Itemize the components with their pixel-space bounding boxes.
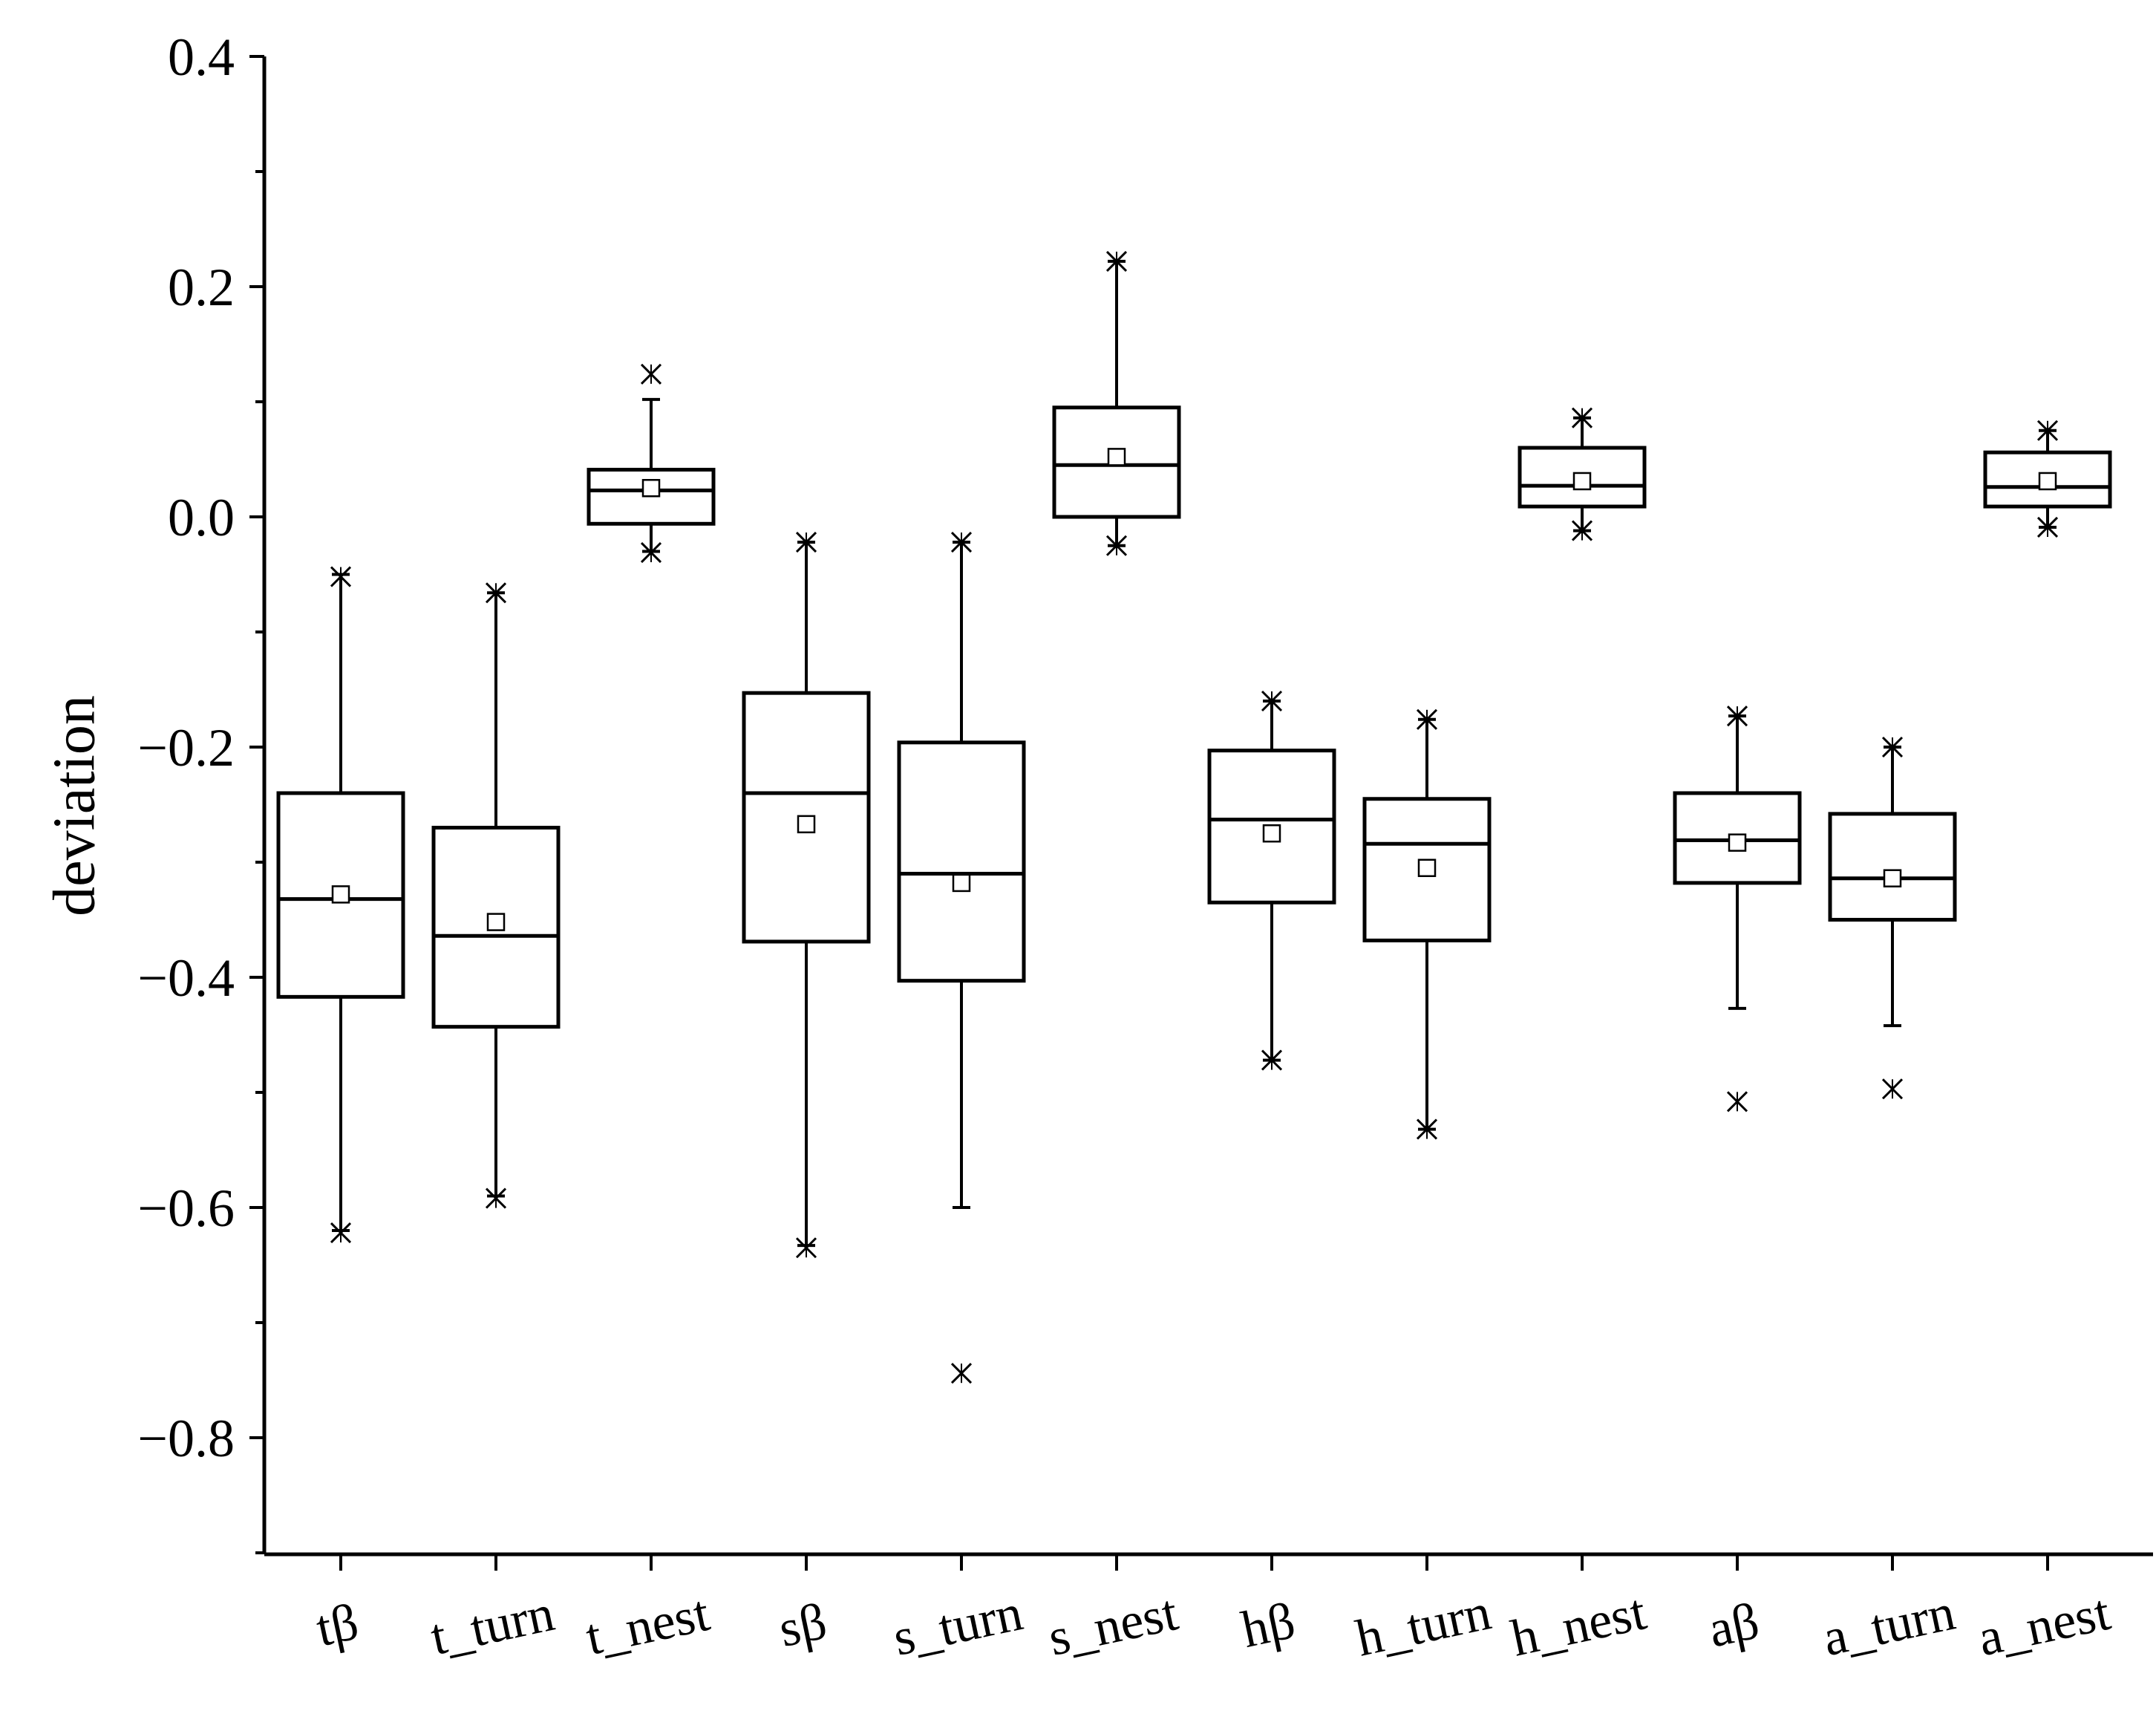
mean-marker — [1883, 869, 1902, 887]
x-tick-label: t_nest — [581, 1585, 715, 1666]
outlier-marker — [1571, 520, 1593, 541]
iqr-box — [276, 791, 405, 999]
iqr-box — [1673, 791, 1802, 885]
outlier-marker — [1261, 1049, 1283, 1071]
mean-marker — [2038, 472, 2057, 491]
box-7 — [1207, 690, 1336, 1071]
y-tick-label: −0.4 — [137, 948, 235, 1008]
x-tick-label: a_turn — [1818, 1584, 1960, 1667]
outlier-marker — [1416, 1118, 1438, 1140]
outlier-marker — [485, 582, 507, 604]
box-8 — [1362, 708, 1492, 1140]
iqr-box — [1518, 446, 1647, 509]
mean-marker — [1417, 858, 1437, 877]
x-tick-label: a_nest — [1973, 1584, 2115, 1668]
y-axis-label: deviation — [42, 695, 107, 916]
y-tick-label: −0.2 — [137, 718, 235, 778]
iqr-box — [1983, 450, 2112, 509]
x-tick-label: s_nest — [1044, 1584, 1183, 1667]
outlier-marker — [485, 1187, 507, 1209]
outlier-marker — [1726, 1091, 1748, 1112]
y-tick-label: 0.4 — [168, 27, 235, 87]
box-12 — [1983, 420, 2112, 538]
outlier-marker — [1105, 535, 1128, 556]
outlier-marker — [640, 541, 662, 564]
outlier-marker — [1881, 1078, 1904, 1100]
iqr-box — [1207, 749, 1336, 905]
x-tick-label: aβ — [1704, 1592, 1764, 1658]
iqr-box — [1362, 797, 1492, 942]
outlier-marker — [640, 363, 662, 385]
outlier-marker — [2036, 420, 2059, 441]
iqr-box — [897, 740, 1026, 983]
x-ticks: tβ t_turn t_nest sβ s_turn s_nest hβ h_turn h_ne… — [311, 1554, 2115, 1668]
box-1 — [276, 566, 405, 1244]
box-6 — [1052, 250, 1181, 556]
outlier-marker — [330, 1222, 352, 1244]
box-5 — [897, 532, 1026, 1384]
outlier-marker — [2036, 516, 2059, 538]
x-tick-label: tβ — [311, 1594, 363, 1658]
outlier-marker — [1881, 736, 1904, 758]
outlier-marker — [795, 532, 817, 553]
x-tick-label: hβ — [1237, 1592, 1300, 1659]
mean-marker — [1262, 824, 1281, 843]
mean-marker — [1107, 448, 1126, 466]
mean-marker — [641, 479, 661, 498]
mean-marker — [952, 873, 971, 893]
mean-marker — [797, 815, 816, 834]
outlier-marker — [950, 1363, 973, 1384]
box-11 — [1828, 736, 1957, 1100]
outlier-marker — [1726, 705, 1748, 727]
box-2 — [431, 582, 561, 1209]
outlier-marker — [1416, 708, 1438, 730]
x-tick-label: h_turn — [1351, 1583, 1496, 1667]
iqr-box — [1052, 405, 1181, 519]
x-tick-label: h_nest — [1506, 1583, 1651, 1667]
y-tick-label: −0.6 — [137, 1179, 235, 1238]
outlier-marker — [795, 1237, 817, 1259]
box-4 — [742, 532, 871, 1259]
box-3 — [587, 363, 716, 564]
axes — [262, 56, 2153, 1557]
iqr-box — [1828, 812, 1957, 922]
box-9 — [1518, 407, 1647, 541]
x-tick-label: sβ — [774, 1593, 832, 1658]
x-tick-label: s_turn — [889, 1584, 1028, 1667]
mean-marker — [1728, 833, 1747, 852]
iqr-box — [431, 826, 561, 1029]
outlier-marker — [330, 566, 352, 587]
outlier-marker — [1261, 690, 1283, 712]
mean-marker — [331, 885, 350, 904]
boxes — [276, 250, 2112, 1384]
mean-marker — [486, 913, 506, 931]
iqr-box — [742, 691, 871, 944]
outlier-marker — [1105, 250, 1128, 272]
iqr-box — [587, 467, 716, 526]
y-tick-label: 0.0 — [168, 488, 235, 547]
x-tick-label: t_turn — [426, 1585, 560, 1666]
outlier-marker — [950, 532, 973, 553]
outlier-marker — [1571, 407, 1593, 428]
box-10 — [1673, 705, 1802, 1112]
y-ticks: 0.4 0.2 0.0 −0.2 −0.4 −0.6 −0.8 — [137, 27, 264, 1554]
y-tick-label: 0.2 — [168, 258, 235, 317]
y-tick-label: −0.8 — [137, 1409, 235, 1468]
mean-marker — [1572, 472, 1592, 491]
